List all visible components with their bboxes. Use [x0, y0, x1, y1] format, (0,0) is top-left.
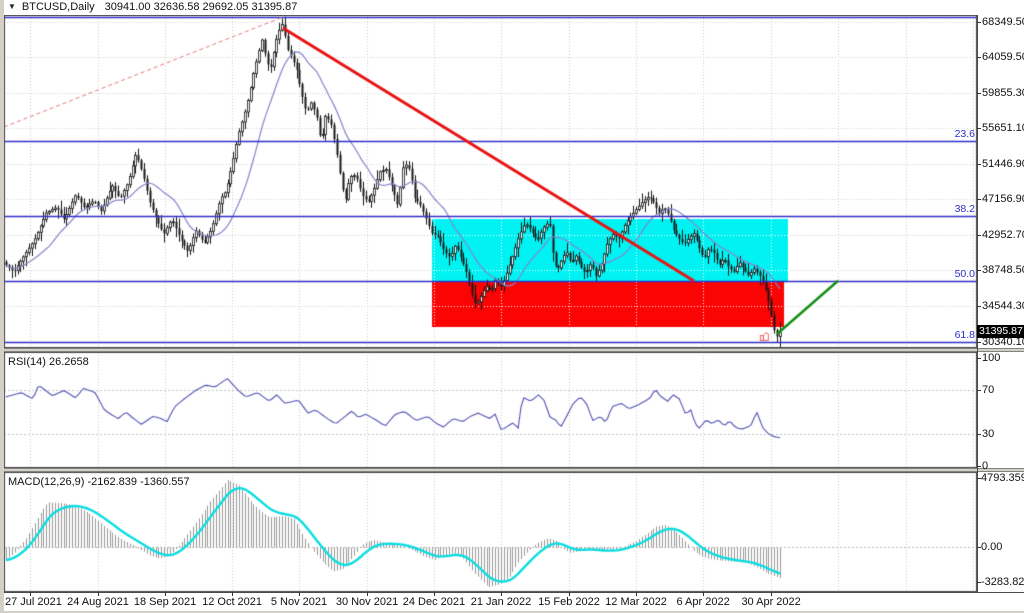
price-axis-label: 51446.90 [982, 157, 1024, 170]
price-axis-label: 34544.30 [982, 300, 1024, 313]
date-axis-label: 5 Nov 2021 [270, 596, 328, 608]
current-price-badge: 31395.87 [977, 325, 1024, 338]
date-axis-label: 27 Jul 2021 [5, 596, 62, 608]
macd-chart-canvas[interactable] [4, 472, 977, 592]
macd-axis-label: 4793.359 [981, 472, 1024, 484]
window-frame-left [0, 0, 4, 613]
date-axis-label: 15 Feb 2022 [538, 596, 600, 608]
macd-axis-label: -3283.828 [981, 576, 1024, 588]
price-axis-label: 64059.50 [982, 51, 1024, 64]
price-axis-label: 55651.10 [982, 122, 1024, 135]
date-axis-label: 18 Sep 2021 [133, 596, 197, 608]
date-axis-label: 6 Apr 2022 [676, 596, 730, 608]
chart-title-bar: ▼ BTCUSD,Daily 30941.00 32636.58 29692.05 … [0, 0, 1024, 15]
rsi-chart-canvas[interactable] [4, 352, 977, 468]
symbol-dropdown-icon[interactable]: ▼ [8, 2, 16, 11]
date-axis-label: 30 Nov 2021 [335, 596, 399, 608]
main-chart-canvas[interactable] [4, 15, 977, 348]
price-axis-label: 68349.50 [982, 15, 1024, 28]
price-axis-label: 30340.10 [982, 335, 1024, 348]
date-axis-label: 21 Jan 2022 [470, 596, 532, 608]
panel-separator[interactable] [0, 348, 1024, 352]
window-frame-bottom [0, 611, 1024, 613]
macd-indicator-label: MACD(12,26,9) -2162.839 -1360.557 [8, 476, 190, 488]
ohlc-values-label: 30941.00 32636.58 29692.05 31395.87 [104, 1, 298, 13]
rsi-axis-label: 100 [982, 352, 1001, 364]
rsi-axis-label: 70 [982, 384, 995, 396]
rsi-axis-label: 30 [982, 428, 995, 440]
date-axis-label: 12 Oct 2021 [202, 596, 263, 608]
date-axis-label: 24 Aug 2021 [67, 596, 129, 608]
price-axis-label: 38748.50 [982, 264, 1024, 277]
date-axis-label: 24 Dec 2021 [402, 596, 466, 608]
price-axis-label: 42952.70 [982, 228, 1024, 241]
date-axis-label: 12 Mar 2022 [605, 596, 667, 608]
date-axis-label: 30 Apr 2022 [741, 596, 801, 608]
price-axis-divider [977, 15, 978, 592]
price-axis-label: 47156.90 [982, 193, 1024, 206]
symbol-period-label: BTCUSD,Daily [21, 1, 95, 13]
rsi-indicator-label: RSI(14) 26.2658 [8, 356, 89, 368]
date-axis-line [0, 592, 1024, 593]
panel-separator[interactable] [0, 468, 1024, 472]
price-axis-label: 59855.30 [982, 86, 1024, 99]
macd-axis-label: 0.00 [981, 541, 1003, 553]
